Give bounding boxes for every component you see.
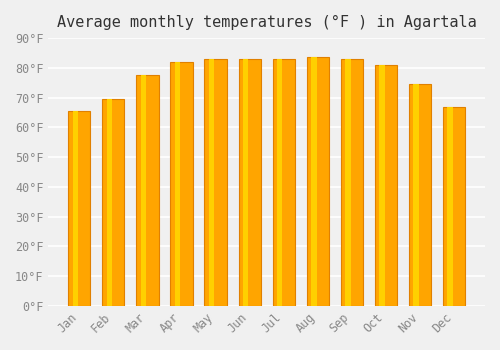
Bar (170, 62, 192, 306)
Bar (311, 57, 316, 306)
Bar (375, 65, 397, 306)
Bar (443, 106, 465, 306)
Bar (209, 59, 214, 306)
Bar (204, 59, 227, 306)
Bar (277, 59, 282, 306)
Bar (106, 99, 112, 306)
Bar (102, 99, 124, 306)
Bar (272, 59, 295, 306)
Bar (68, 111, 90, 306)
Bar (345, 59, 350, 306)
Bar (414, 84, 419, 306)
Bar (174, 62, 180, 306)
Bar (448, 106, 453, 306)
Bar (243, 59, 248, 306)
Bar (306, 57, 329, 306)
Bar (341, 59, 363, 306)
Bar (238, 59, 260, 306)
Bar (379, 65, 384, 306)
Bar (72, 111, 78, 306)
Bar (136, 75, 158, 306)
Bar (409, 84, 431, 306)
Title: Average monthly temperatures (°F ) in Agartala: Average monthly temperatures (°F ) in Ag… (57, 15, 476, 30)
Bar (140, 75, 146, 306)
